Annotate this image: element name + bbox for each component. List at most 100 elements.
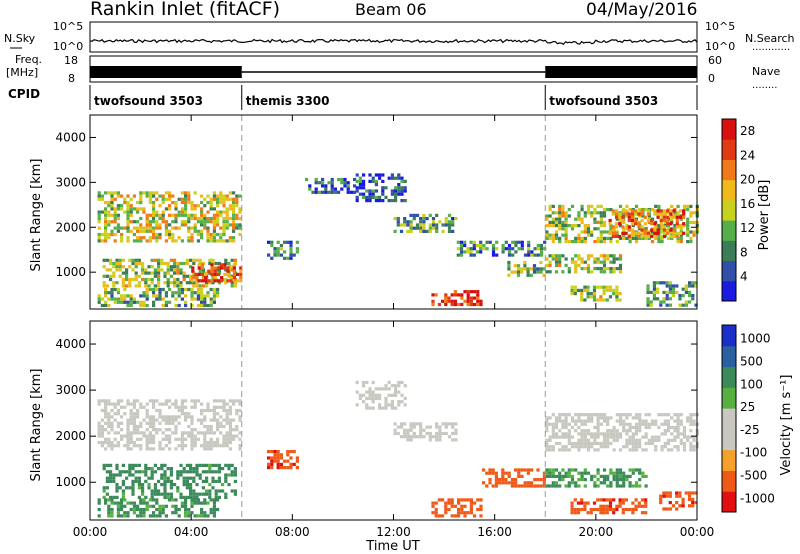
scatter-region-2 — [191, 263, 243, 283]
freq-tick-hi: 18 — [64, 54, 78, 67]
scatter-region-13 — [545, 254, 623, 274]
noise-panel — [89, 21, 698, 53]
scatter-region-14 — [570, 285, 622, 302]
y-tick-label: 4000 — [55, 130, 86, 144]
colorbar-tick-label: 8 — [740, 245, 748, 259]
x-tick-label: 20:00 — [579, 525, 614, 539]
svg-text:............: ............ — [752, 42, 790, 53]
x-tick-label: 08:00 — [275, 525, 310, 539]
noise-tick-hi-left: 10^5 — [53, 20, 83, 33]
nsearch-label: N.Search — [745, 32, 795, 45]
power-panel: 1000 2000 3000 4000 4 8 12 16 20 24 28 — [55, 114, 755, 310]
x-tick-label: 04:00 — [174, 525, 209, 539]
scatter-region-9 — [545, 468, 648, 488]
y-tick-label: 1000 — [55, 265, 86, 279]
y-tick-label: 1000 — [55, 475, 86, 489]
noise-tick-lo-left: 10^0 — [53, 40, 83, 53]
scatter-region-1 — [102, 258, 237, 288]
freq-block-1 — [545, 66, 697, 78]
station-title: Rankin Inlet (fitACF) — [90, 0, 280, 20]
svg-text:........: ........ — [752, 80, 777, 91]
nave-tick-hi: 60 — [708, 54, 722, 67]
scatter-region-10 — [507, 260, 546, 277]
y-tick-label: 2000 — [55, 429, 86, 443]
x-tick-label: 12:00 — [376, 525, 411, 539]
x-tick-label: 00:00 — [73, 525, 108, 539]
y-tick-label: 4000 — [55, 337, 86, 351]
date-title: 04/May/2016 — [586, 0, 698, 20]
scatter-region-6 — [355, 173, 407, 203]
colorbar-swatch-0 — [722, 280, 736, 302]
colorbar-swatch-6 — [722, 159, 736, 181]
colorbar-tick-label: -100 — [740, 446, 767, 460]
scatter-region-3 — [267, 450, 299, 470]
freq-trace — [90, 66, 697, 78]
noise-line — [89, 38, 698, 45]
cpid-segment-1: themis 3300 — [246, 94, 330, 108]
scatter-region-8 — [456, 240, 547, 257]
scatter-region-6 — [431, 498, 483, 518]
colorbar-frame — [721, 118, 737, 302]
noise-tick-hi-right: 10^5 — [705, 20, 735, 33]
colorbar-tick-label: 28 — [740, 124, 755, 138]
nave-tick-lo: 0 — [708, 72, 715, 85]
scatter-region-2 — [97, 498, 220, 518]
colorbar-tick-label: 25 — [740, 400, 755, 414]
scatter-region-4 — [355, 380, 407, 410]
scatter-region-15 — [646, 281, 698, 307]
colorbar-tick-label: 24 — [740, 148, 755, 162]
colorbar-tick-label: -500 — [740, 469, 767, 483]
velocity-ylabel: Slant Range [km] — [29, 369, 44, 482]
colorbar-swatch-1 — [722, 260, 736, 282]
colorbar-swatch-1 — [722, 470, 736, 492]
velocity-panel: 1000 2000 3000 4000 00:00 04:00 08:00 12:00 16:0… — [55, 320, 775, 539]
scatter-region-0 — [97, 399, 242, 451]
x-tick-label: 00:00 — [680, 525, 715, 539]
scatter-region-7 — [393, 213, 458, 233]
colorbar-swatch-0 — [722, 491, 736, 513]
y-tick-label: 3000 — [55, 175, 86, 189]
colorbar-swatch-8 — [722, 119, 736, 140]
scatter-region-0 — [97, 191, 242, 243]
colorbar-tick-label: -25 — [740, 423, 760, 437]
beam-title: Beam 06 — [355, 0, 427, 19]
x-axis-title: Time UT — [365, 539, 419, 554]
freq-label: Freq. — [15, 53, 42, 66]
colorbar-tick-label: 1000 — [740, 332, 771, 346]
colorbar-swatch-7 — [722, 139, 736, 160]
scatter-region-8 — [545, 413, 699, 452]
freq-block-0 — [90, 66, 242, 78]
scatter-region-10 — [570, 498, 648, 515]
scatter-region-4 — [267, 240, 299, 260]
colorbar-tick-label: 500 — [740, 354, 763, 368]
cpid-segment-0: twofsound 3503 — [94, 94, 203, 108]
colorbar-tick-label: 100 — [740, 377, 763, 391]
scatter-region-5 — [393, 422, 458, 442]
colorbar-swatch-2 — [722, 449, 736, 471]
colorbar-swatch-3 — [722, 428, 736, 451]
colorbar-swatch-5 — [722, 179, 736, 201]
colorbar-tick-label: 16 — [740, 197, 755, 211]
nave-label: Nave — [752, 65, 780, 78]
y-tick-label: 2000 — [55, 220, 86, 234]
colorbar-tick-label: 12 — [740, 221, 755, 235]
y-tick-label: 3000 — [55, 383, 86, 397]
colorbar-swatch-6 — [722, 366, 736, 388]
scatter-region-9 — [431, 290, 483, 307]
colorbar-tick-label: 20 — [740, 173, 755, 187]
freq-tick-lo: 8 — [68, 72, 75, 85]
colorbar-swatch-3 — [722, 220, 736, 241]
power-colorbar-label: Power [dB] — [757, 180, 772, 251]
nsky-label: N.Sky — [4, 32, 36, 45]
colorbar-tick-label: 4 — [740, 270, 748, 284]
noise-tick-lo-right: 10^0 — [705, 40, 735, 53]
colorbar-frame — [721, 324, 737, 513]
colorbar-swatch-8 — [722, 325, 736, 347]
noise-trace — [89, 38, 698, 45]
scatter-region-12 — [608, 209, 686, 239]
scatter-region-3 — [97, 287, 220, 308]
scatter-region-7 — [482, 468, 546, 488]
colorbar-swatch-4 — [722, 199, 736, 221]
freq-unit-label: [MHz] — [6, 66, 38, 79]
